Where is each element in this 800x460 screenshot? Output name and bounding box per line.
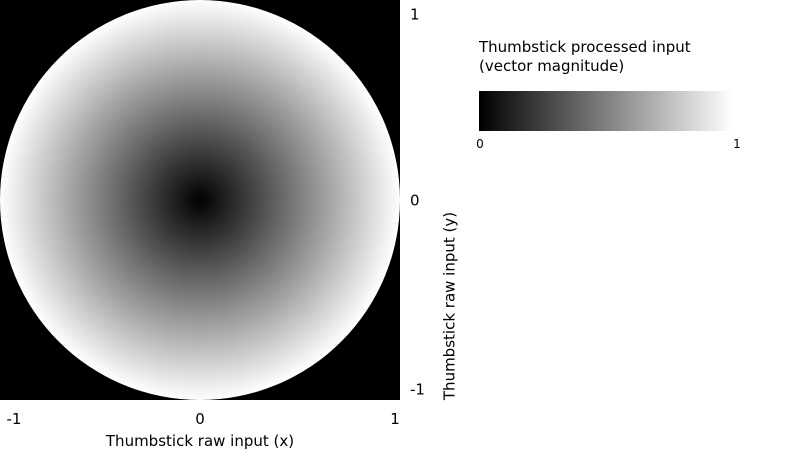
heatmap-plot-area xyxy=(0,0,400,400)
colorbar-title-line1: Thumbstick processed input xyxy=(479,38,691,56)
colorbar-tick-max: 1 xyxy=(733,137,741,151)
x-tick-max: 1 xyxy=(390,410,400,428)
y-tick-max: 1 xyxy=(410,5,420,24)
magnitude-disc xyxy=(0,0,400,400)
x-tick-mid: 0 xyxy=(195,410,205,428)
colorbar-title-line2: (vector magnitude) xyxy=(479,57,625,75)
y-tick-min: -1 xyxy=(410,380,425,399)
y-axis-label: Thumbstick raw input (y) xyxy=(440,211,459,401)
colorbar xyxy=(479,91,733,131)
y-tick-mid: 0 xyxy=(410,191,420,210)
colorbar-title: Thumbstick processed input (vector magni… xyxy=(479,38,691,76)
x-tick-min: -1 xyxy=(6,410,22,428)
colorbar-tick-min: 0 xyxy=(476,137,484,151)
x-axis-label: Thumbstick raw input (x) xyxy=(105,432,295,450)
